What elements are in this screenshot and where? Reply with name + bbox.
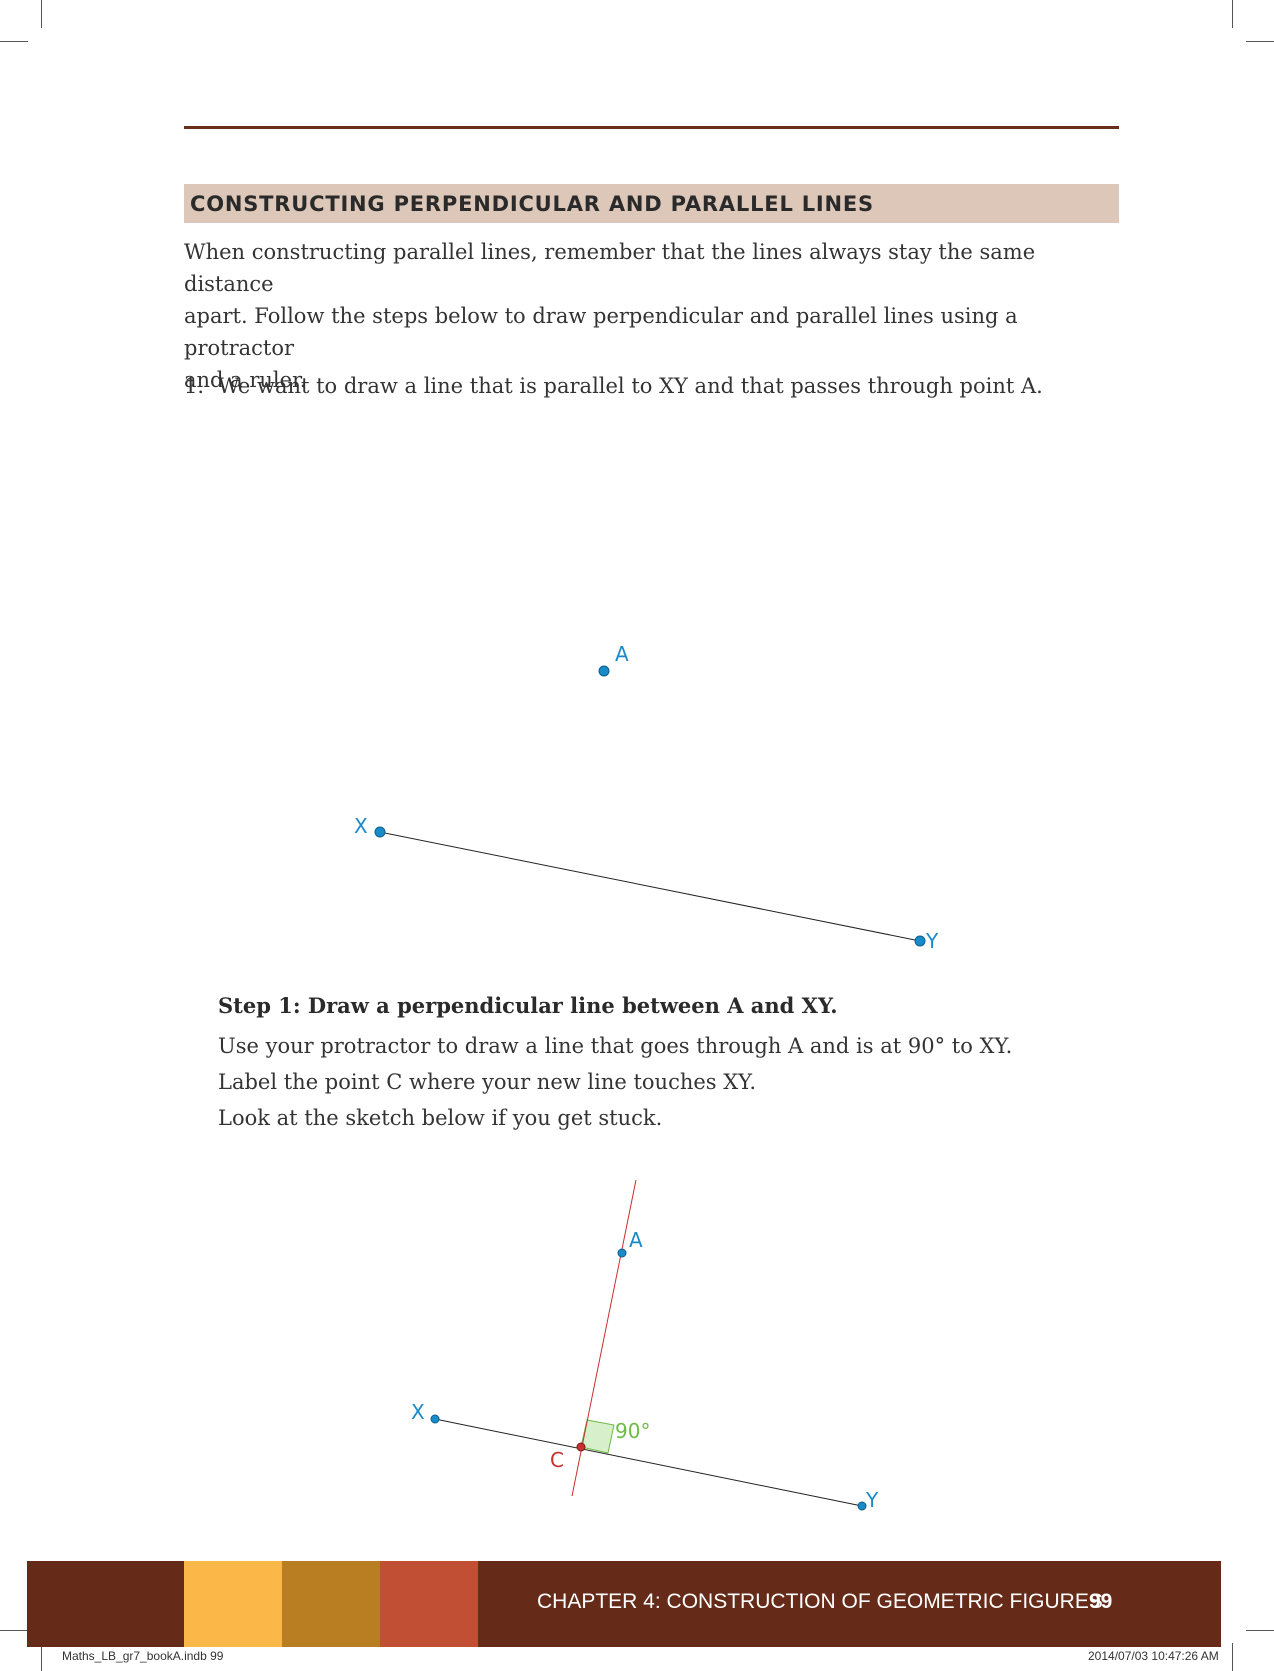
label-a: A — [629, 1228, 643, 1252]
step-instruction: Look at the sketch below if you get stuc… — [218, 1106, 663, 1130]
crop-mark — [0, 1630, 28, 1631]
line-xy — [434, 1418, 863, 1507]
header-rule — [184, 126, 1119, 129]
point-c — [576, 1442, 586, 1452]
footer-swatch — [380, 1561, 478, 1647]
page-number: 99 — [1089, 1590, 1113, 1613]
crop-mark — [0, 41, 28, 42]
label-c: C — [550, 1448, 564, 1472]
crop-mark — [1246, 41, 1274, 42]
question-text: We want to draw a line that is parallel … — [218, 374, 1043, 398]
label-a: A — [615, 642, 629, 666]
intro-line: When constructing parallel lines, rememb… — [184, 240, 1036, 296]
point-y — [857, 1501, 867, 1511]
intro-line: and a ruler. — [184, 368, 307, 392]
point-y — [914, 935, 926, 947]
point-a — [598, 665, 610, 677]
print-slug-timestamp: 2014/07/03 10:47:26 AM — [1088, 1649, 1219, 1663]
footer-swatch — [282, 1561, 380, 1647]
crop-mark — [1232, 0, 1233, 28]
question-number: 1. — [184, 374, 205, 398]
section-title: CONSTRUCTING PERPENDICULAR AND PARALLEL … — [190, 192, 874, 216]
step-instruction: Label the point C where your new line to… — [218, 1070, 757, 1094]
step-instruction: Use your protractor to draw a line that … — [218, 1034, 1013, 1058]
figure-perpendicular-sketch: A X Y C 90° — [411, 1179, 879, 1512]
crop-mark — [41, 0, 42, 28]
point-x — [374, 826, 386, 838]
crop-mark — [1232, 1643, 1233, 1671]
point-a — [617, 1248, 627, 1258]
step-title: Step 1: Draw a perpendicular line betwee… — [218, 993, 838, 1018]
figure-points-a-line-xy: A X Y — [354, 642, 939, 953]
label-x: X — [354, 814, 368, 838]
label-x: X — [411, 1400, 425, 1424]
angle-label: 90° — [615, 1419, 650, 1443]
chapter-title: CHAPTER 4: CONSTRUCTION OF GEOMETRIC FIG… — [537, 1590, 1103, 1613]
section-heading-bar: CONSTRUCTING PERPENDICULAR AND PARALLEL … — [184, 184, 1119, 223]
label-y: Y — [925, 929, 939, 953]
line-xy — [379, 831, 921, 942]
label-y: Y — [865, 1488, 879, 1512]
chapter-footer: CHAPTER 4: CONSTRUCTION OF GEOMETRIC FIG… — [27, 1561, 1221, 1647]
intro-paragraph: When constructing parallel lines, rememb… — [184, 236, 1119, 396]
intro-line: apart. Follow the steps below to draw pe… — [184, 304, 1018, 360]
print-slug-file: Maths_LB_gr7_bookA.indb 99 — [62, 1649, 224, 1663]
crop-mark — [1246, 1630, 1274, 1631]
point-x — [430, 1414, 440, 1424]
footer-swatch — [184, 1561, 282, 1647]
crop-mark — [41, 1643, 42, 1671]
right-angle-marker — [580, 1419, 615, 1454]
